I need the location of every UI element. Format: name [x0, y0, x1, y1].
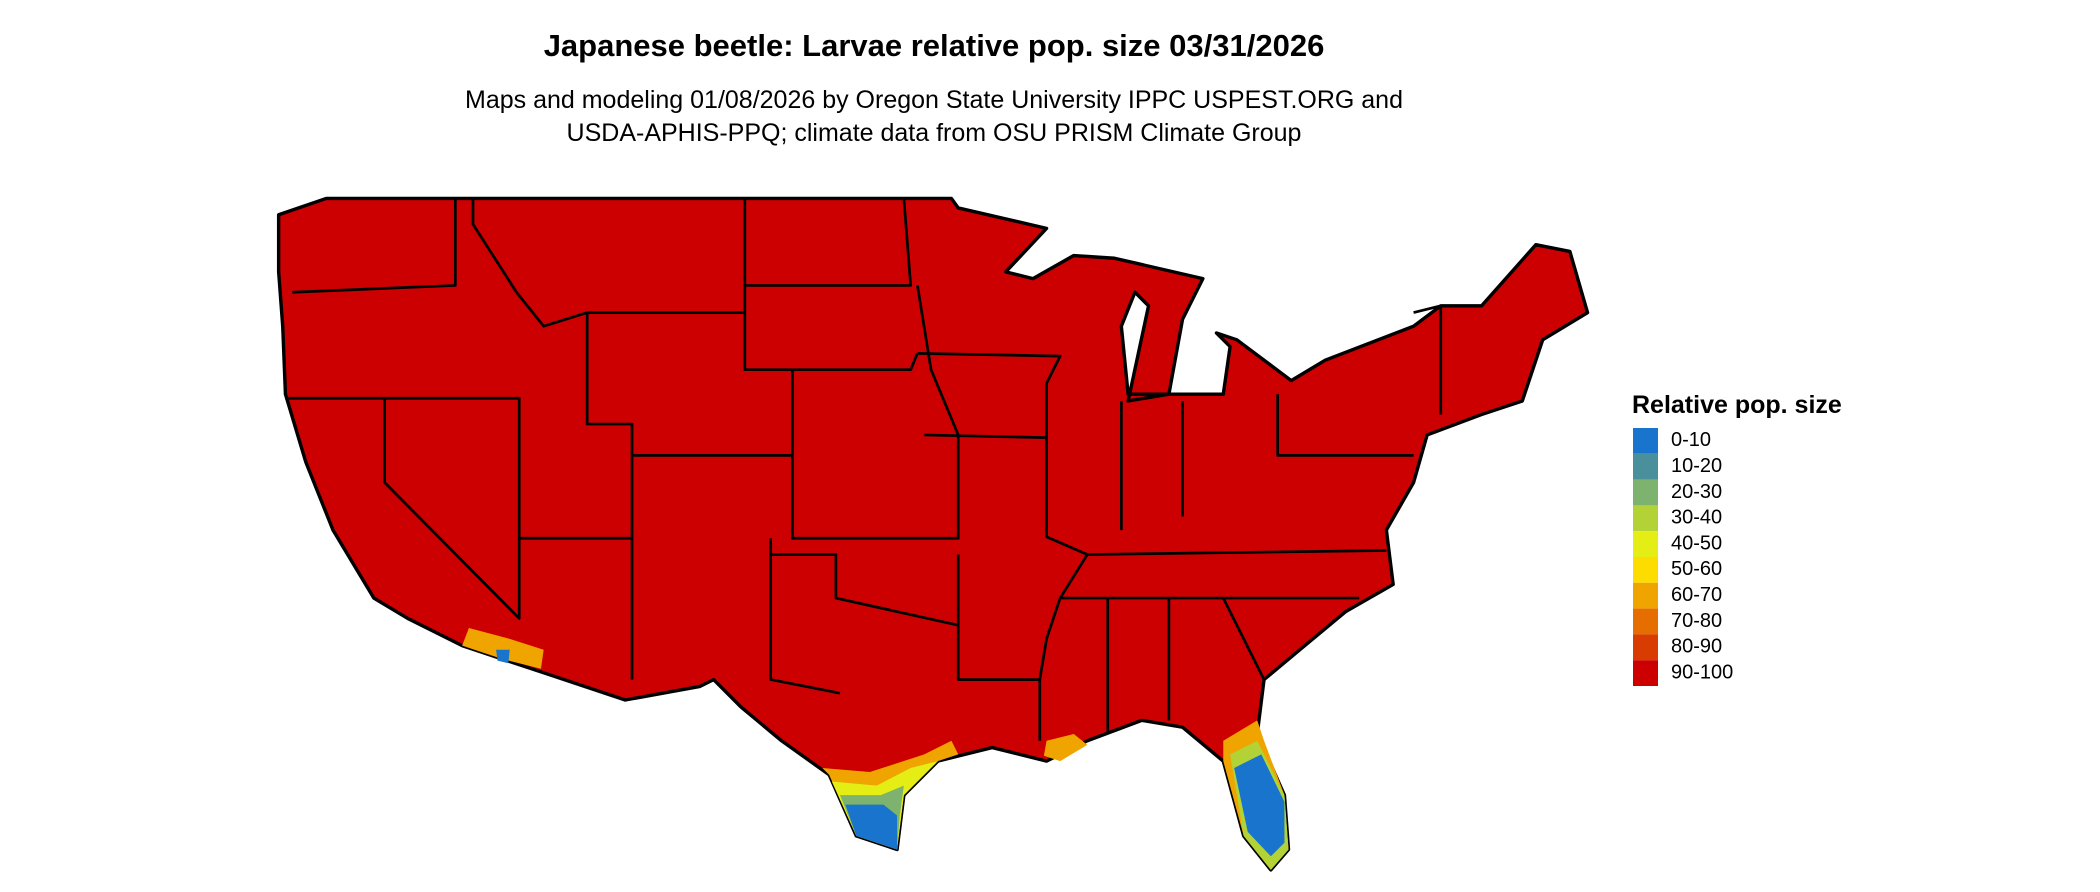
zone — [462, 627, 544, 669]
legend-swatch — [1633, 531, 1658, 557]
legend-swatch — [1633, 660, 1658, 686]
state-borders — [285, 198, 1443, 741]
us-map — [276, 196, 1590, 872]
legend-label: 60-70 — [1671, 584, 1722, 606]
legend-swatch — [1633, 479, 1658, 506]
legend-swatch — [1633, 608, 1658, 635]
legend-label: 10-20 — [1671, 455, 1722, 477]
legend-label: 80-90 — [1671, 636, 1722, 658]
zone — [1234, 754, 1285, 857]
legend-swatch — [1633, 634, 1658, 661]
legend-label: 30-40 — [1671, 507, 1722, 529]
legend-swatch — [1633, 582, 1658, 609]
legend-label: 90-100 — [1671, 661, 1733, 683]
legend-label: 70-80 — [1671, 610, 1722, 632]
legend-swatch — [1633, 557, 1658, 583]
legend-swatch — [1633, 428, 1658, 454]
legend-title: Relative pop. size — [1632, 391, 1842, 419]
legend-label: 20-30 — [1671, 481, 1722, 503]
legend-label: 50-60 — [1671, 558, 1722, 580]
legend-swatch — [1633, 505, 1658, 532]
map-title: Japanese beetle: Larvae relative pop. si… — [544, 28, 1325, 63]
map-subtitle: USDA-APHIS-PPQ; climate data from OSU PR… — [567, 119, 1302, 147]
legend-label: 0-10 — [1671, 429, 1711, 451]
us-outline — [276, 196, 1590, 872]
legend-swatch — [1633, 453, 1658, 480]
map-subtitle: Maps and modeling 01/08/2026 by Oregon S… — [465, 86, 1403, 114]
legend: 0-10 10-20 20-30 30-40 40-50 50-60 60-70 70-80 8… — [1633, 428, 1733, 686]
zone — [496, 649, 510, 664]
zone — [845, 804, 898, 850]
legend-label: 40-50 — [1671, 532, 1722, 554]
zone — [1043, 733, 1088, 762]
